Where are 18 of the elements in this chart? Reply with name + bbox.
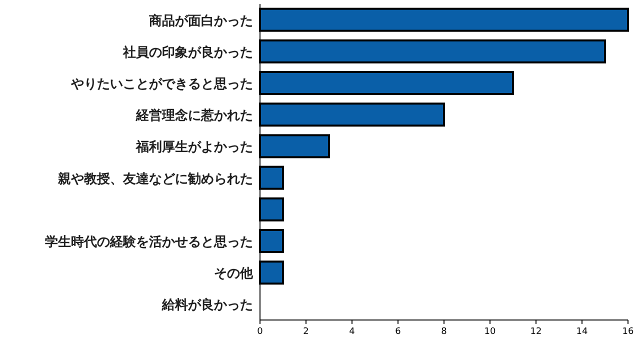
- y-tick-label: 学生時代の経験を活かせると思った: [45, 235, 253, 250]
- y-tick-label: 社員の印象が良かった: [122, 44, 253, 60]
- x-tick-label: 14: [576, 327, 588, 337]
- x-tick-label: 0: [257, 327, 264, 337]
- y-tick-label: 経営理念に惹かれた: [135, 108, 253, 124]
- y-tick-label: 親や教授、友達などに勧められた: [57, 170, 253, 187]
- x-tick-label: 2: [303, 327, 309, 337]
- x-tick-label: 10: [484, 327, 496, 337]
- y-tick-label: 商品が面白かった: [148, 12, 253, 29]
- x-tick-label: 16: [622, 327, 634, 337]
- x-tick-label: 8: [441, 327, 448, 337]
- x-tick-label: 12: [530, 327, 542, 337]
- x-tick-label: 4: [349, 327, 356, 337]
- y-tick-label: 福利厚生がよかった: [135, 139, 253, 156]
- y-tick-label: やりたいことができると思った: [70, 77, 253, 92]
- y-tick-label: その他: [214, 266, 254, 282]
- x-tick-label: 6: [395, 327, 402, 337]
- y-tick-label: 給料が良かった: [161, 297, 253, 314]
